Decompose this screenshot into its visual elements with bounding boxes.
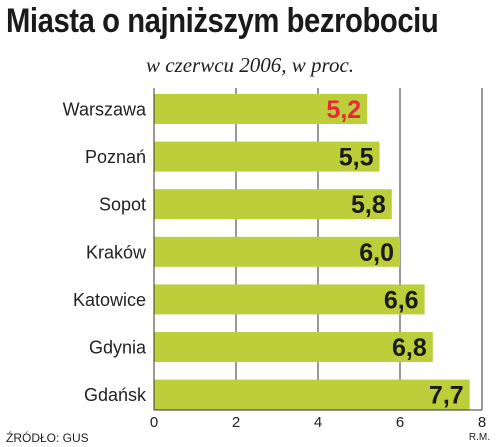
author-credit: R.M. — [468, 432, 490, 443]
data-label: 6,6 — [384, 286, 419, 314]
x-tick-label: 0 — [150, 414, 158, 431]
bar — [154, 94, 368, 124]
data-label: 5,5 — [339, 144, 374, 172]
category-label: Gdańsk — [84, 385, 147, 405]
data-label: 6,8 — [392, 334, 427, 362]
category-label: Kraków — [86, 242, 147, 262]
bar — [154, 141, 380, 172]
x-tick-label: 8 — [478, 414, 486, 431]
category-label: Sopot — [99, 195, 146, 215]
x-tick-label: 4 — [314, 414, 322, 431]
category-label: Gdynia — [89, 338, 147, 358]
category-label: Warszawa — [63, 100, 147, 120]
data-label: 7,7 — [429, 382, 464, 410]
x-tick-label: 6 — [396, 414, 404, 431]
bar — [154, 284, 425, 315]
x-tick-label: 2 — [232, 414, 240, 431]
bar — [154, 332, 433, 362]
data-label: 5,8 — [351, 191, 386, 219]
data-label: 5,2 — [326, 96, 361, 124]
category-label: Katowice — [73, 290, 146, 310]
bar — [154, 189, 392, 220]
chart-title: Miasta o najniższym bezrobociu — [6, 2, 439, 40]
bar — [154, 379, 470, 410]
category-label: Poznań — [85, 147, 146, 167]
data-label: 6,0 — [359, 239, 394, 267]
chart-subtitle: w czerwcu 2006, w proc. — [145, 53, 355, 77]
source-note: ŹRÓDŁO: GUS — [6, 431, 89, 445]
bar — [154, 236, 400, 267]
